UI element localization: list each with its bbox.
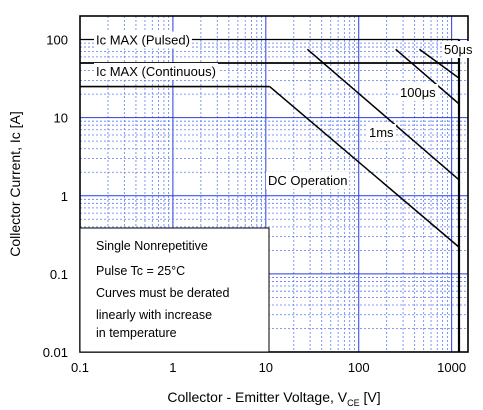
y-tick-label: 0.1 [50, 267, 68, 282]
x-tick-label: 1000 [437, 360, 466, 375]
x-axis-label: Collector - Emitter Voltage, VCE [V] [167, 389, 380, 408]
note-line: Pulse Tc = 25°C [96, 264, 185, 278]
x-axis-label-main: Collector - Emitter Voltage, V [167, 389, 347, 405]
label-background [94, 31, 192, 49]
note-line: Single Nonrepetitive [96, 239, 208, 253]
x-tick-label: 100 [348, 360, 370, 375]
x-tick-label: 0.1 [71, 360, 89, 375]
y-tick-label: 10 [54, 111, 68, 126]
curve-label-dc-operation: DC Operation [268, 173, 347, 188]
y-axis-label: Collector Current, Ic [A] [7, 111, 23, 257]
label-background [266, 172, 350, 189]
x-tick-label: 1 [169, 360, 176, 375]
label-background [367, 124, 397, 141]
note-line: Curves must be derated [96, 286, 229, 300]
y-tick-label: 100 [46, 33, 68, 48]
label-background [442, 41, 475, 58]
label-background [398, 84, 439, 101]
x-axis-label-subscript: CE [347, 398, 360, 408]
y-tick-label: 1 [61, 189, 68, 204]
x-axis-label-unit: [V] [360, 389, 381, 405]
note-line: linearly with increase [96, 308, 212, 322]
ic-max-continuous-label: Ic MAX (Continuous) [96, 64, 216, 79]
curve-label-1ms: 1ms [369, 125, 394, 140]
curve-label-100us: 100μs [400, 85, 436, 100]
ic-max-pulsed-label: Ic MAX (Pulsed) [96, 33, 190, 48]
curve-label-50us: 50μs [444, 42, 473, 57]
x-tick-label: 10 [259, 360, 273, 375]
plot-frame [79, 15, 469, 353]
notes-box: Single Nonrepetitive Pulse Tc = 25°C Cur… [79, 227, 270, 353]
curve-dc-operation [269, 85, 460, 248]
notes-box-frame [79, 227, 270, 353]
curve-1ms [306, 48, 460, 181]
note-line: in temperature [96, 326, 177, 340]
label-background [94, 63, 218, 80]
y-tick-label: 0.01 [43, 345, 68, 360]
